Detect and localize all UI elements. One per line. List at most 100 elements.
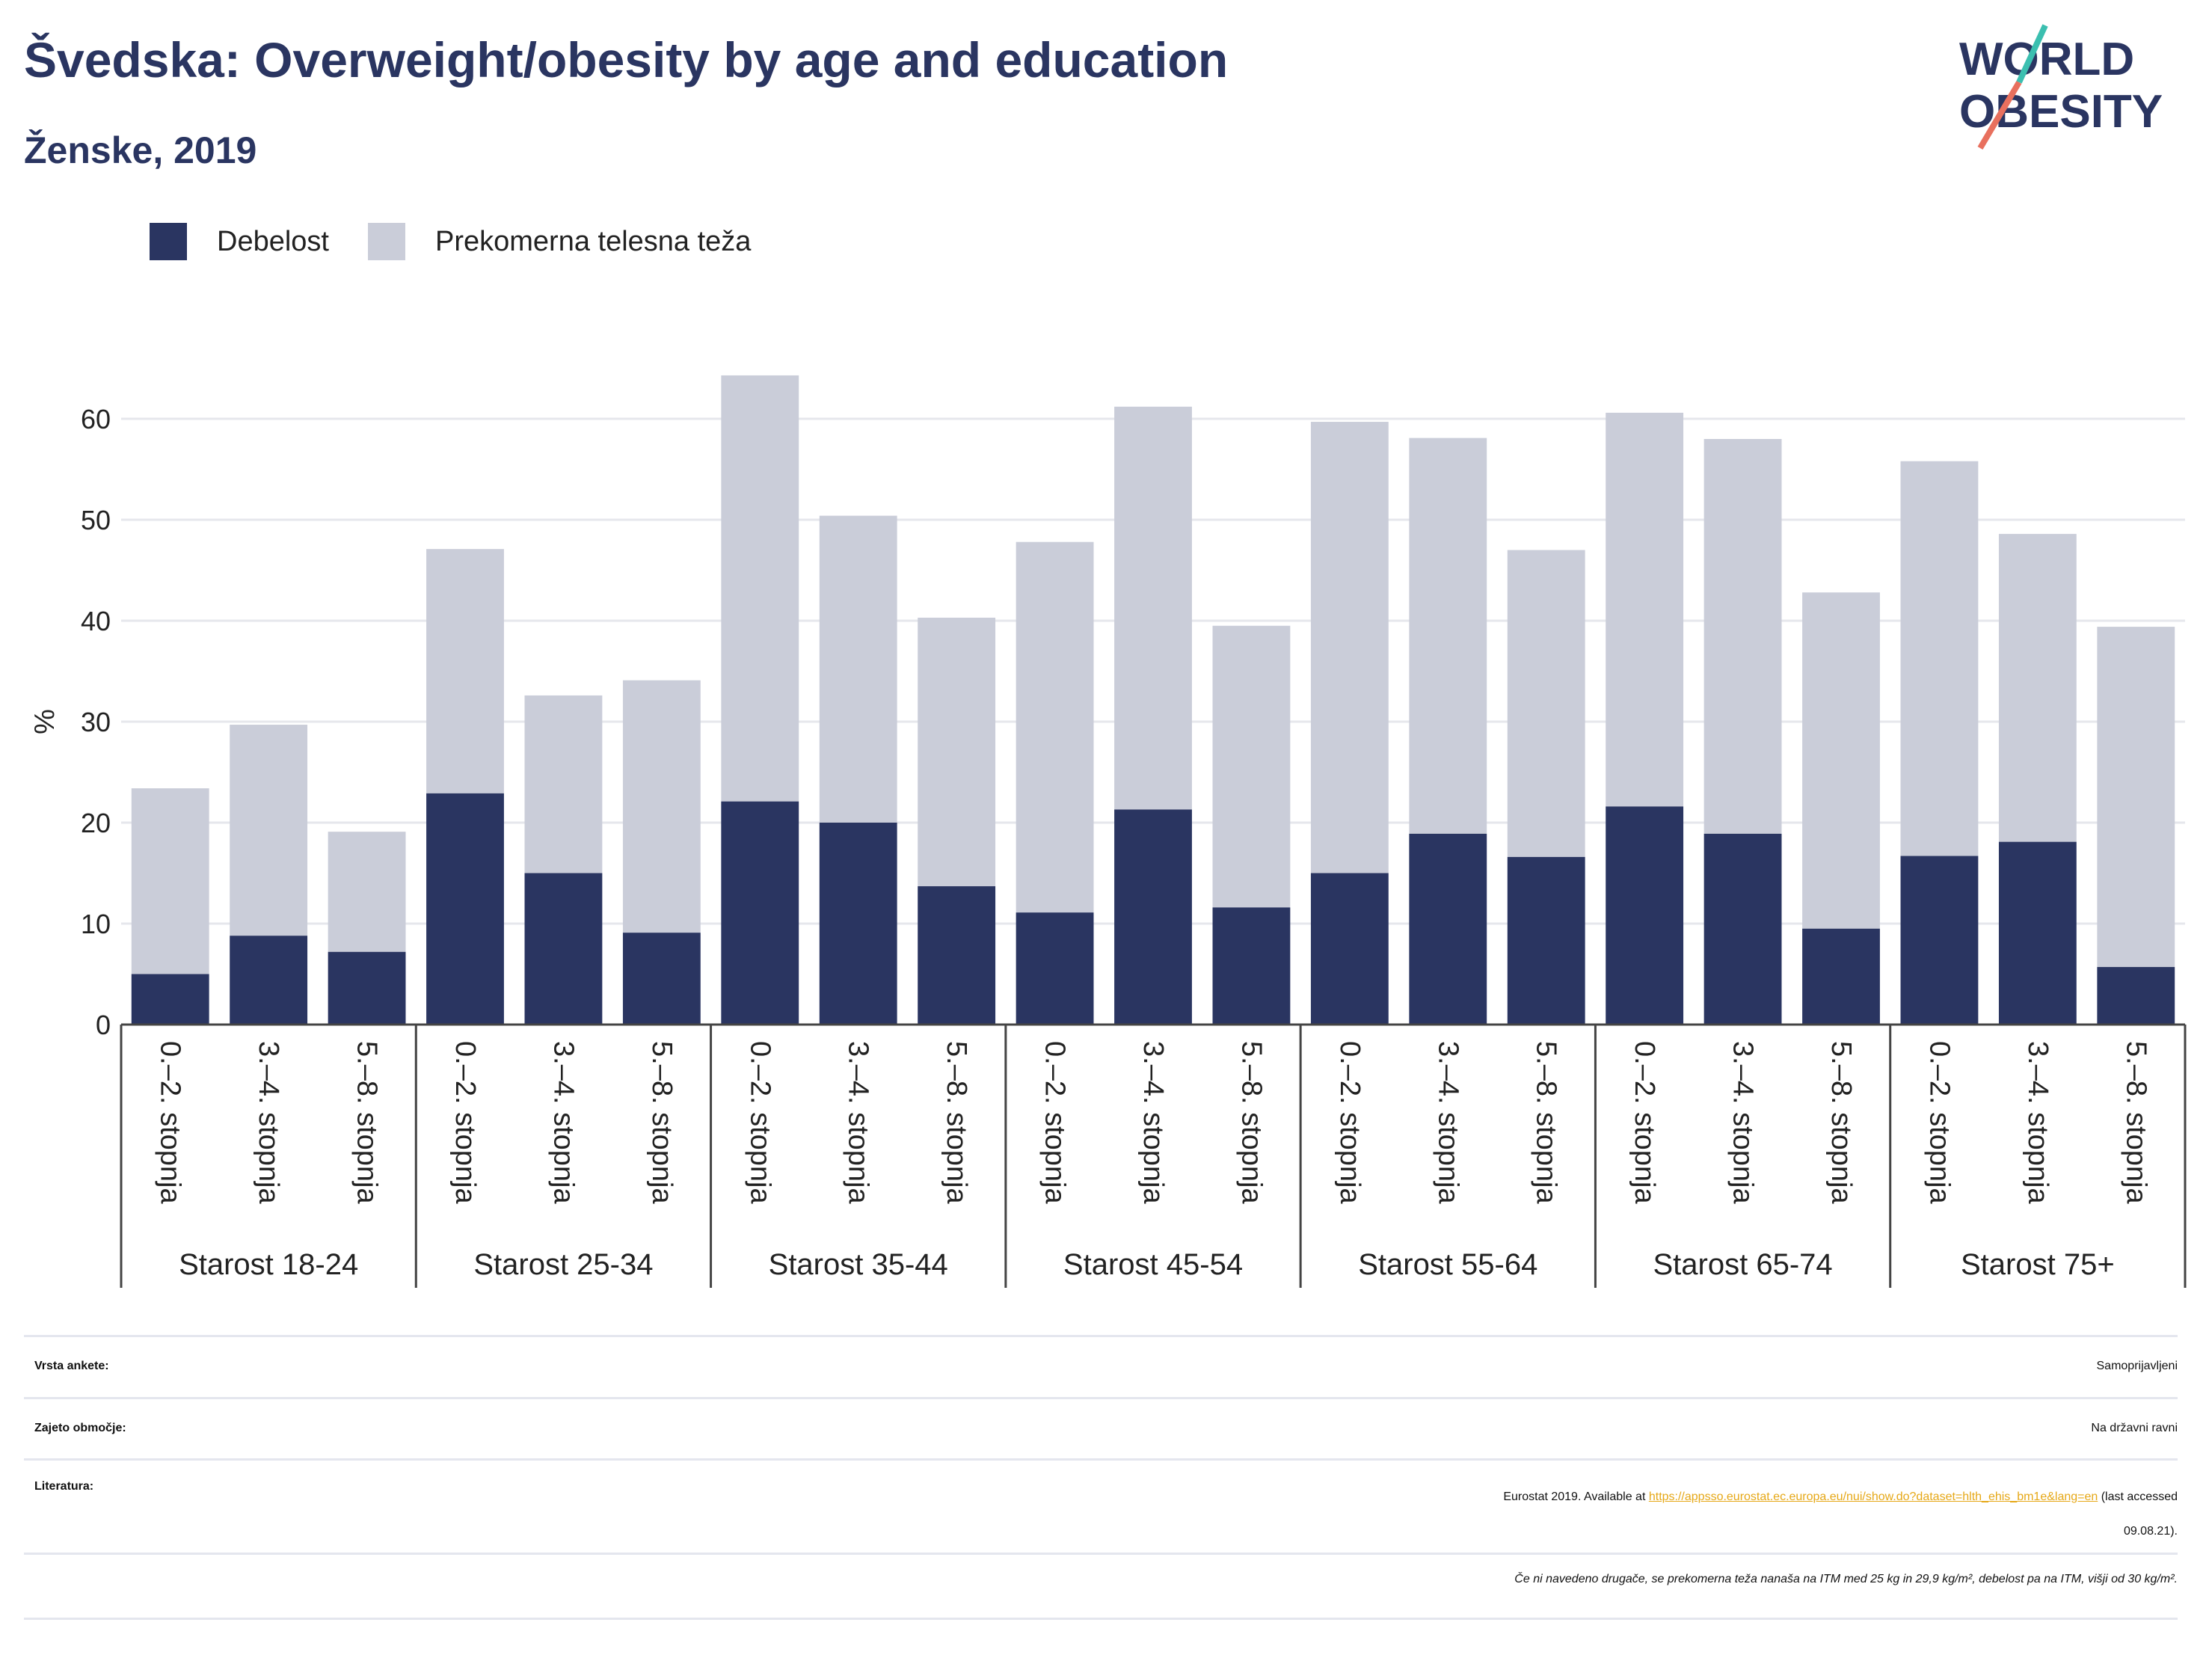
- meta-row-survey: Vrsta ankete: Samoprijavljeni: [24, 1335, 2178, 1397]
- bar-overweight: [1606, 412, 1684, 807]
- survey-type-value: Samoprijavljeni: [2096, 1360, 2178, 1372]
- x-tick-label: 5.–8. stopnja: [1825, 1041, 1857, 1204]
- bar-obesity: [721, 801, 799, 1025]
- group-label: Starost 75+: [1961, 1248, 2115, 1281]
- legend-label-obesity: Debelost: [217, 225, 329, 257]
- meta-row-coverage: Zajeto območje: Na državni ravni: [24, 1397, 2178, 1459]
- bar-obesity: [1507, 856, 1585, 1025]
- x-tick-label: 5.–8. stopnja: [2120, 1041, 2151, 1204]
- x-tick-label: 0.–2. stopnja: [1334, 1041, 1365, 1204]
- logo-line1: WORLD: [1959, 34, 2134, 85]
- y-axis-label: %: [29, 709, 61, 734]
- y-tick-label: 20: [81, 808, 111, 838]
- x-tick-label: 5.–8. stopnja: [351, 1041, 383, 1204]
- bar-overweight: [1802, 592, 1880, 929]
- bar-obesity: [1016, 912, 1094, 1025]
- x-tick-label: 3.–4. stopnja: [547, 1041, 579, 1204]
- x-tick-label: 5.–8. stopnja: [646, 1041, 678, 1204]
- bar-obesity: [1114, 809, 1192, 1025]
- y-tick-label: 60: [81, 404, 111, 435]
- bar-obesity: [1802, 928, 1880, 1025]
- bar-overweight: [721, 375, 799, 802]
- bar-overweight: [131, 788, 209, 974]
- x-tick-label: 5.–8. stopnja: [1531, 1041, 1562, 1204]
- bar-obesity: [1703, 833, 1782, 1025]
- bar-obesity: [426, 793, 504, 1025]
- bar-overweight: [918, 617, 996, 887]
- group-label: Starost 25-34: [473, 1248, 653, 1281]
- x-tick-label: 3.–4. stopnja: [253, 1041, 284, 1204]
- literature-prefix: Eurostat 2019. Available at: [1503, 1490, 1649, 1503]
- bar-overweight: [1703, 439, 1782, 834]
- bar-overweight: [328, 832, 406, 952]
- literature-link[interactable]: https://appsso.eurostat.ec.europa.eu/nui…: [1648, 1490, 2098, 1503]
- x-tick-label: 0.–2. stopnja: [1629, 1041, 1660, 1204]
- x-tick-label: 0.–2. stopnja: [155, 1041, 186, 1204]
- x-tick-label: 0.–2. stopnja: [744, 1041, 775, 1204]
- bar-overweight: [1114, 406, 1192, 810]
- x-tick-label: 3.–4. stopnja: [1137, 1041, 1169, 1204]
- y-tick-label: 10: [81, 909, 111, 939]
- bar-overweight: [524, 695, 603, 873]
- meta-row-note: Če ni navedeno drugače, se prekomerna te…: [24, 1553, 2178, 1620]
- bar-overweight: [1507, 550, 1585, 857]
- definition-note: Če ni navedeno drugače, se prekomerna te…: [1514, 1573, 2178, 1585]
- bar-overweight: [1409, 437, 1487, 834]
- bar-overweight: [1016, 541, 1094, 913]
- literature-suffix2: 09.08.21).: [2123, 1525, 2178, 1538]
- y-tick-label: 30: [81, 707, 111, 737]
- bar-overweight: [819, 515, 897, 823]
- bar-obesity: [328, 951, 406, 1025]
- group-label: Starost 18-24: [179, 1248, 358, 1281]
- logo-slash-coral: [1977, 80, 2022, 150]
- group-label: Starost 55-64: [1358, 1248, 1537, 1281]
- bar-obesity: [1409, 833, 1487, 1025]
- bar-overweight: [1310, 422, 1389, 873]
- legend-item-obesity[interactable]: Debelost: [150, 223, 329, 260]
- y-tick-label: 0: [96, 1010, 111, 1040]
- chart-legend: Debelost Prekomerna telesna teža: [150, 223, 790, 260]
- chart-title: Švedska: Overweight/obesity by age and e…: [24, 32, 1229, 87]
- legend-swatch-overweight: [367, 223, 405, 260]
- legend-item-overweight[interactable]: Prekomerna telesna teža: [367, 223, 752, 260]
- bar-overweight: [230, 725, 308, 936]
- y-tick-label: 50: [81, 505, 111, 535]
- literature-value: Eurostat 2019. Available at https://apps…: [1503, 1480, 2178, 1549]
- bar-overweight: [426, 549, 504, 793]
- x-tick-label: 0.–2. stopnja: [449, 1041, 481, 1204]
- stacked-bar-chart: 0 10 20 30 40 50 60% 0.–2. stopnja 3.–4. stopnja…: [29, 375, 2187, 1288]
- bar-obesity: [1606, 806, 1684, 1025]
- group-label: Starost 65-74: [1653, 1248, 1833, 1281]
- bar-obesity: [131, 974, 209, 1025]
- coverage-label: Zajeto območje:: [34, 1422, 126, 1434]
- y-tick-label: 40: [81, 606, 111, 636]
- bar-obesity: [1998, 841, 2077, 1025]
- bar-obesity: [230, 936, 308, 1025]
- bar-obesity: [1310, 873, 1389, 1025]
- x-tick-label: 3.–4. stopnja: [1727, 1041, 1759, 1204]
- bar-overweight: [1212, 625, 1291, 908]
- coverage-value: Na državni ravni: [2091, 1422, 2178, 1434]
- chart-subtitle: Ženske, 2019: [24, 129, 257, 171]
- x-tick-label: 0.–2. stopnja: [1923, 1041, 1955, 1204]
- logo-slash-teal: [2016, 24, 2048, 84]
- survey-type-label: Vrsta ankete:: [34, 1360, 109, 1372]
- x-tick-label: 0.–2. stopnja: [1039, 1041, 1071, 1204]
- bar-obesity: [819, 823, 897, 1025]
- literature-suffix: (last accessed: [2098, 1490, 2178, 1503]
- group-label: Starost 35-44: [769, 1248, 948, 1281]
- bar-obesity: [918, 886, 996, 1025]
- bar-obesity: [2097, 967, 2175, 1025]
- x-tick-label: 5.–8. stopnja: [941, 1041, 972, 1204]
- group-label: Starost 45-54: [1063, 1248, 1243, 1281]
- bar-obesity: [1212, 907, 1291, 1025]
- x-tick-label: 3.–4. stopnja: [2022, 1041, 2053, 1204]
- bar-obesity: [622, 933, 701, 1025]
- bar-obesity: [524, 873, 603, 1025]
- bar-overweight: [622, 680, 701, 933]
- bar-obesity: [1900, 856, 1979, 1025]
- legend-label-overweight: Prekomerna telesna teža: [434, 225, 752, 257]
- literature-label: Literatura:: [34, 1480, 94, 1493]
- bar-overweight: [1998, 533, 2077, 842]
- meta-row-literature: Literatura: Eurostat 2019. Available at …: [24, 1458, 2178, 1553]
